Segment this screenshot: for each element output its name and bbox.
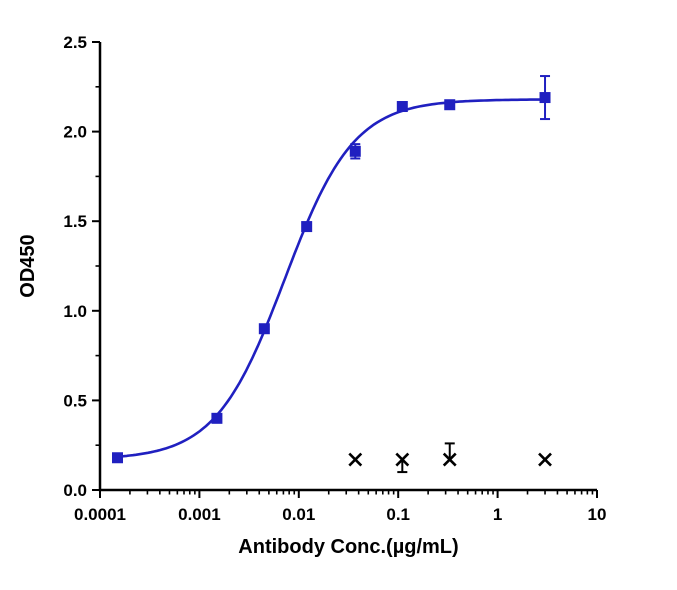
data-point-x (538, 452, 552, 467)
y-tick-label: 1.0 (63, 302, 87, 321)
data-point-square (349, 145, 361, 157)
x-tick-label: 10 (588, 505, 607, 524)
x-tick-label: 0.0001 (74, 505, 126, 524)
data-point-x (348, 452, 363, 467)
data-point-square (396, 101, 408, 113)
x-tick-label: 0.001 (178, 505, 221, 524)
data-point-x (442, 452, 457, 467)
data-point-x (395, 452, 410, 467)
y-tick-label: 0.5 (63, 391, 87, 410)
fit-curve (117, 98, 546, 458)
data-point-square (301, 221, 313, 233)
data-point-square (112, 452, 124, 464)
y-tick-label: 0.0 (63, 481, 87, 500)
x-tick-label: 1 (493, 505, 502, 524)
x-tick-label: 0.1 (386, 505, 410, 524)
data-point-square (539, 92, 551, 104)
y-tick-label: 2.5 (63, 33, 87, 52)
x-axis-label: Antibody Conc.(µg/mL) (238, 536, 459, 558)
data-point-square (444, 99, 456, 111)
y-tick-label: 2.0 (63, 123, 87, 142)
data-point-square (211, 412, 223, 424)
axes-spines (98, 42, 597, 492)
data-point-square (258, 323, 270, 335)
y-axis-label: OD450 (17, 234, 39, 298)
x-tick-label: 0.01 (282, 505, 315, 524)
y-tick-label: 1.5 (63, 212, 87, 231)
